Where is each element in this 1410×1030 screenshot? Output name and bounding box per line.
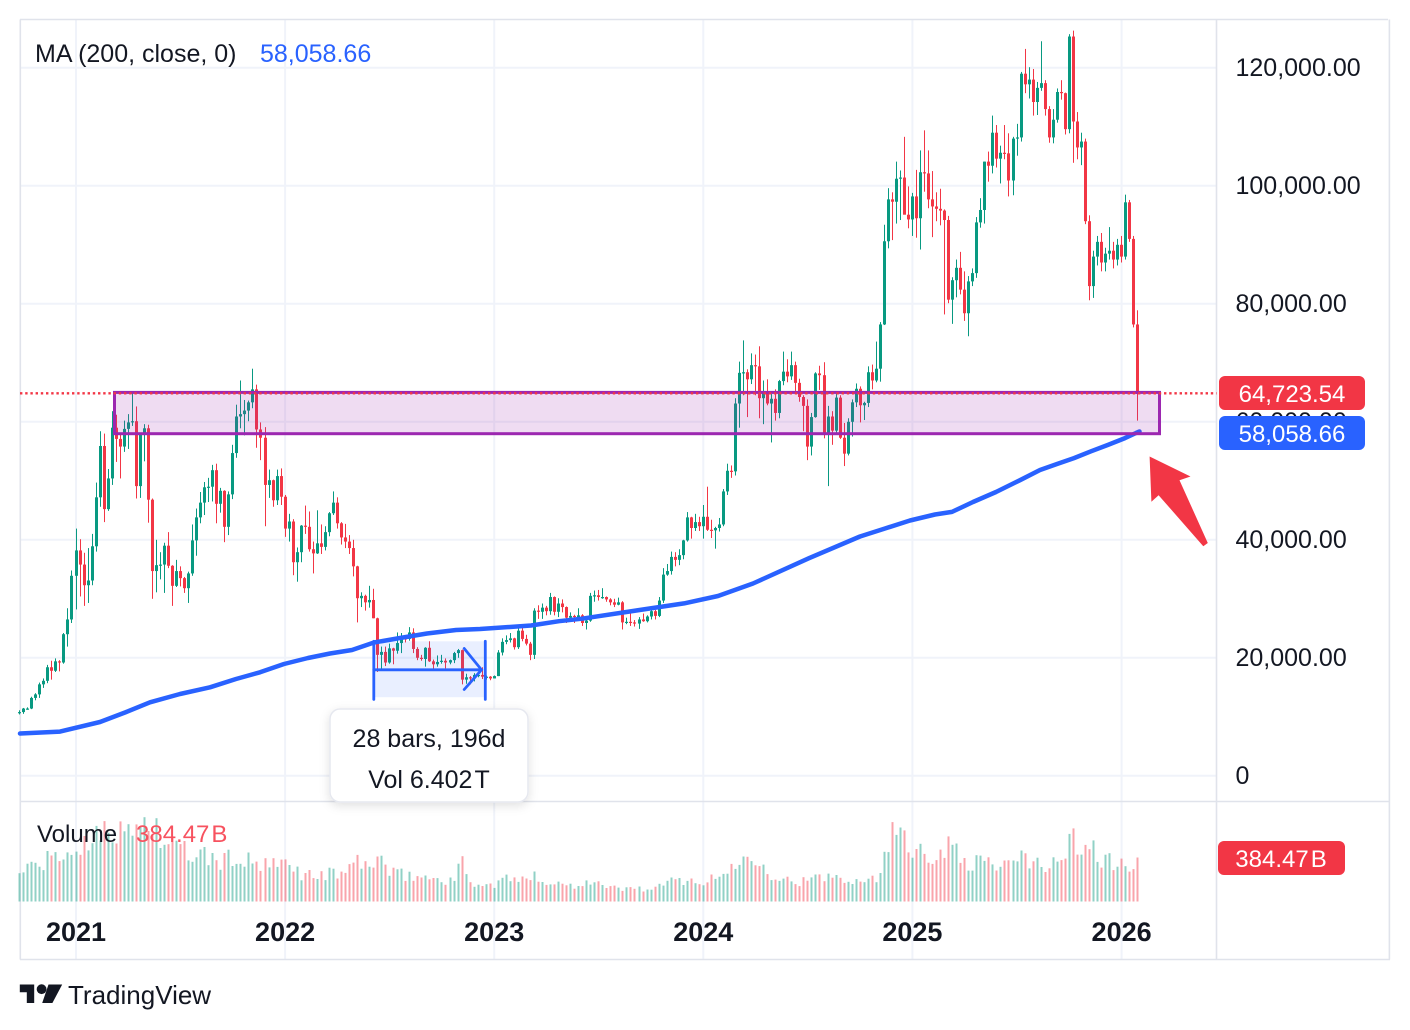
svg-text:58,058.66: 58,058.66: [260, 40, 371, 68]
svg-text:384.47 B: 384.47 B: [136, 821, 227, 848]
svg-text:64,723.54: 64,723.54: [1239, 381, 1346, 408]
svg-text:2022: 2022: [255, 917, 315, 947]
svg-text:40,000.00: 40,000.00: [1236, 526, 1347, 554]
svg-text:2026: 2026: [1092, 917, 1152, 947]
svg-text:TradingView: TradingView: [68, 980, 211, 1010]
svg-text:Volume: Volume: [37, 821, 117, 848]
svg-text:100,000.00: 100,000.00: [1236, 172, 1361, 200]
svg-text:2023: 2023: [464, 917, 524, 947]
svg-text:Vol 6.402 T: Vol 6.402 T: [368, 766, 490, 794]
svg-text:28 bars, 196d: 28 bars, 196d: [353, 725, 506, 753]
svg-text:2021: 2021: [46, 917, 106, 947]
svg-text:20,000.00: 20,000.00: [1236, 644, 1347, 672]
svg-text:80,000.00: 80,000.00: [1236, 290, 1347, 318]
svg-text:120,000.00: 120,000.00: [1236, 54, 1361, 82]
svg-text:2024: 2024: [673, 917, 733, 947]
svg-text:0: 0: [1236, 762, 1250, 790]
svg-text:384.47 B: 384.47 B: [1235, 846, 1326, 873]
svg-text:58,058.66: 58,058.66: [1239, 421, 1346, 448]
svg-text:2025: 2025: [882, 917, 942, 947]
svg-text:MA (200, close, 0): MA (200, close, 0): [35, 40, 236, 68]
